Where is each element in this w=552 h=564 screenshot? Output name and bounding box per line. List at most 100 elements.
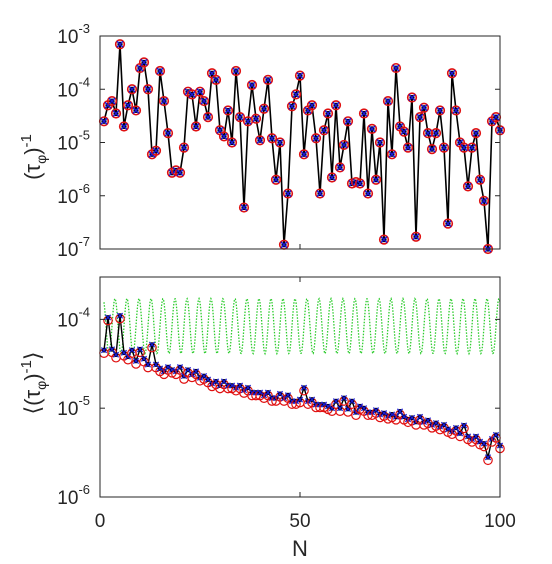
top-data-cross [100,117,108,125]
top-data-cross [444,220,452,228]
bottom-data-cross [116,312,124,319]
top-data-circle [362,188,374,199]
y-tick-label: 10-5 [57,393,90,420]
top-data-cross [256,136,264,144]
top-data-cross [244,117,252,125]
bottom-ylabel-close: ) [20,373,45,380]
bottom-data-cross [452,424,460,431]
bottom-data-cross [124,353,132,360]
top-data-circle [374,137,386,148]
bottom-data-cross [460,422,468,429]
y-tick-base: 10 [57,187,78,208]
top-data-cross [156,67,164,75]
y-tick-base: 10 [57,399,78,420]
top-data-cross [468,144,476,152]
top-data-circle [162,128,174,139]
top-data-circle [110,108,122,119]
top-data-cross [152,147,160,155]
top-data-circle [378,234,390,245]
top-data-circle [406,92,418,103]
top-data-cross [412,233,420,241]
top-data-circle [230,65,242,77]
top-data-cross [268,134,276,142]
bottom-data-cross [176,364,184,371]
top-data-circle [178,142,190,153]
green-dotted-curve [103,296,501,356]
bottom-data-cross [104,314,112,321]
top-data-circle [326,172,338,183]
top-data-cross [196,88,204,96]
top-y-axis-label: (τφ)-1 [18,134,49,180]
top-data-circle [282,188,294,199]
bottom-plot-frame [99,276,501,498]
top-data-circle [442,218,454,229]
top-data-circle [234,111,246,123]
top-data-cross [460,144,468,152]
top-data-circle [418,102,430,113]
top-data-circle [286,101,298,112]
top-data-circle [426,144,438,155]
top-data-cross [492,113,500,121]
y-tick-base: 10 [57,240,78,261]
bottom-data-cross [100,347,108,354]
bottom-ylabel-main: ⟨(τ [20,390,45,415]
top-data-circle [386,149,398,160]
y-tick-label: 10-3 [57,21,90,48]
bottom-data-cross [108,346,116,353]
top-data-cross [416,113,424,121]
top-data-cross [388,150,396,158]
top-data-cross [368,125,376,133]
top-data-circle [202,111,214,123]
top-x-tick-marks [99,244,501,249]
top-data-circle [130,105,142,116]
top-data-circle [218,131,230,142]
top-data-cross [228,138,236,147]
top-data-cross [144,85,152,93]
top-data-circle [438,142,450,153]
top-ylabel-sub: φ [33,155,49,164]
bottom-data-cross [340,395,348,402]
bottom-data-cross [332,398,340,405]
x-tick-label: 0 [95,511,106,532]
bottom-data-cross [416,413,424,420]
bottom-data-cross [300,384,308,391]
top-data-cross [432,129,440,137]
y-tick-label: 10-4 [57,304,90,331]
top-data-circle [138,57,150,68]
top-y-ticks: 10-710-610-510-410-3 [57,21,500,261]
top-data-circle [318,125,330,136]
top-data-circle [354,178,366,189]
bottom-data-cross [132,357,140,365]
top-data-circle [322,108,334,119]
top-data-circle [398,126,410,137]
top-plot-frame [99,35,501,250]
top-data-cross [128,85,136,93]
top-data-circle [414,111,426,123]
top-data-cross [436,106,444,114]
top-data-cross [252,115,260,123]
top-data-cross [204,113,212,121]
top-ylabel-sup: -1 [18,134,35,147]
top-ylabel-close: ) [20,147,45,154]
top-data-cross [200,97,208,105]
top-data-cross [308,101,316,109]
top-data-cross [356,179,364,188]
top-data-cross [160,97,168,105]
top-data-cross [232,67,240,75]
top-ylabel-main: (τ [20,164,45,180]
bottom-data-cross [396,408,404,415]
y-tick-base: 10 [57,27,78,48]
y-tick-label: 10-7 [57,234,90,261]
top-data-cross [452,106,460,114]
bottom-data-cross [264,389,272,396]
top-data-cross [428,145,436,153]
top-data-cross [224,106,232,114]
top-data-circle [402,142,414,153]
top-data-cross [324,109,332,118]
top-data-circle [430,128,442,139]
top-data-cross [420,104,428,112]
top-data-circle [470,128,482,139]
bottom-data-cross [296,396,304,403]
y-tick-exp: -5 [78,128,90,143]
